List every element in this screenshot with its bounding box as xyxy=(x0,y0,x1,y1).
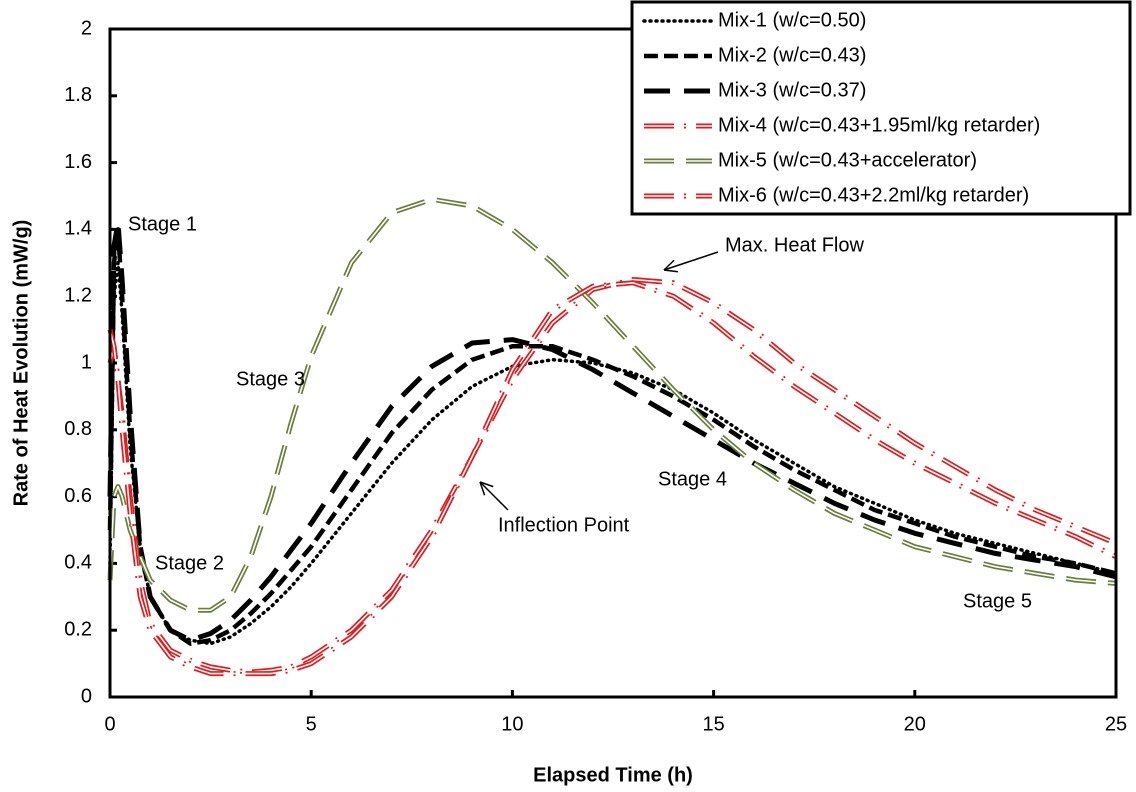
legend-label: Mix-4 (w/c=0.43+1.95ml/kg retarder) xyxy=(718,114,1040,136)
x-tick-label: 20 xyxy=(904,713,926,735)
y-tick-label: 0.4 xyxy=(64,552,92,574)
legend-label: Mix-1 (w/c=0.50) xyxy=(718,9,866,31)
line xyxy=(107,196,1117,613)
y-tick-label: 1.4 xyxy=(64,218,92,240)
y-tick-label: 0.2 xyxy=(64,618,92,640)
x-tick-label: 5 xyxy=(306,713,317,735)
y-tick-label: 1 xyxy=(81,351,92,373)
line-inner xyxy=(109,282,1117,675)
line-inner xyxy=(109,198,1117,611)
line xyxy=(107,280,1118,677)
x-axis-title: Elapsed Time (h) xyxy=(533,764,693,786)
arrow-head xyxy=(479,481,494,496)
x-tick-label: 15 xyxy=(702,713,724,735)
annotation: Stage 2 xyxy=(155,552,224,574)
line xyxy=(107,277,1117,675)
legend-label: Mix-5 (w/c=0.43+accelerator) xyxy=(718,149,977,171)
y-tick-label: 1.6 xyxy=(64,151,92,173)
y-tick-label: 2 xyxy=(81,17,92,39)
arrow xyxy=(479,481,509,511)
y-axis-title: Rate of Heat Evolution (mW/g) xyxy=(10,220,32,507)
legend-label: Mix-2 (w/c=0.43) xyxy=(718,44,866,66)
line-inner xyxy=(109,278,1117,673)
x-tick-label: 0 xyxy=(104,713,115,735)
y-tick-label: 0.6 xyxy=(64,485,92,507)
y-tick-label: 1.2 xyxy=(64,284,92,306)
line xyxy=(107,227,1117,646)
annotation: Stage 1 xyxy=(128,213,197,235)
annotation: Stage 4 xyxy=(658,468,727,490)
legend-label: Mix-6 (w/c=0.43+2.2ml/kg retarder) xyxy=(718,184,1029,206)
y-tick-label: 1.8 xyxy=(64,84,92,106)
plot-frame xyxy=(108,27,1118,699)
legend-box xyxy=(630,0,1132,216)
annotation: Inflection Point xyxy=(498,514,630,536)
arrow xyxy=(663,251,719,271)
y-tick-label: 0.8 xyxy=(64,418,92,440)
line xyxy=(107,220,1117,643)
legend-label: Mix-3 (w/c=0.37) xyxy=(718,79,866,101)
arrow-head xyxy=(663,259,678,273)
x-tick-label: 25 xyxy=(1105,713,1127,735)
y-tick-label: 0 xyxy=(81,685,92,707)
annotation: Stage 3 xyxy=(236,368,305,390)
annotation: Max. Heat Flow xyxy=(725,234,864,256)
annotation: Stage 5 xyxy=(963,590,1032,612)
x-tick-label: 10 xyxy=(501,713,523,735)
